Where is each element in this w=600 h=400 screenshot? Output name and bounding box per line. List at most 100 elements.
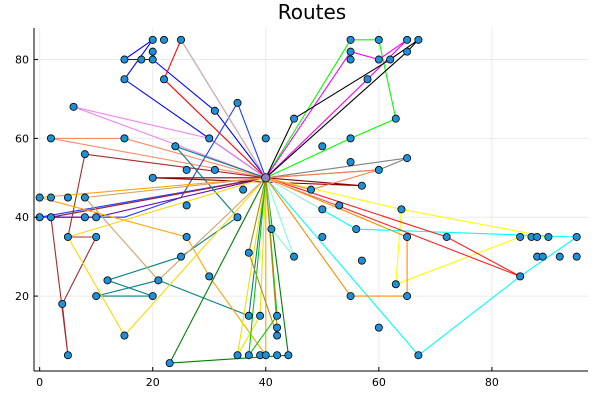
customer-point: [572, 252, 581, 261]
customer-point: [244, 248, 253, 257]
customer-points: [35, 35, 581, 368]
customer-point: [352, 225, 361, 234]
customer-point: [284, 351, 293, 360]
y-tick-label: 40: [15, 211, 29, 224]
customer-point: [346, 134, 355, 143]
customer-point: [233, 351, 242, 360]
customer-point: [538, 252, 547, 261]
route-line: [265, 169, 380, 191]
customer-point: [244, 351, 253, 360]
customer-point: [357, 256, 366, 265]
customer-point: [205, 272, 214, 281]
customer-point: [318, 205, 327, 214]
customer-point: [335, 201, 344, 210]
customer-point: [182, 201, 191, 210]
grid: [34, 28, 588, 371]
customer-point: [363, 75, 372, 84]
customer-point: [148, 47, 157, 56]
customer-point: [516, 272, 525, 281]
customer-point: [290, 252, 299, 261]
customer-point: [267, 225, 276, 234]
y-tick-label: 60: [15, 132, 29, 145]
x-tick-label: 40: [259, 376, 273, 389]
customer-point: [403, 154, 412, 163]
x-tick-label: 80: [485, 376, 499, 389]
customer-point: [165, 359, 174, 368]
customer-point: [92, 213, 101, 222]
customer-point: [210, 165, 219, 174]
customer-point: [92, 232, 101, 241]
customer-point: [414, 35, 423, 44]
customer-point: [386, 55, 395, 64]
customer-point: [154, 276, 163, 285]
route-line: [50, 153, 266, 356]
customer-point: [137, 55, 146, 64]
customer-point: [261, 134, 270, 143]
customer-point: [80, 150, 89, 159]
axes: 0 20 40 60 80 20 40 60 80: [15, 28, 588, 389]
route-lines: [39, 39, 578, 364]
customer-point: [120, 55, 129, 64]
x-tick-label: 20: [146, 376, 160, 389]
customer-point: [92, 292, 101, 301]
customer-point: [397, 205, 406, 214]
route-line: [265, 177, 295, 258]
customer-point: [171, 142, 180, 151]
customer-point: [176, 252, 185, 261]
customer-point: [160, 35, 169, 44]
customer-point: [120, 75, 129, 84]
customer-point: [205, 134, 214, 143]
depot-marker-layer: [261, 173, 271, 183]
customer-point: [290, 114, 299, 123]
customer-point: [273, 331, 282, 340]
customer-point: [148, 35, 157, 44]
route-line: [39, 177, 267, 356]
customer-point: [346, 47, 355, 56]
route-line: [152, 177, 363, 187]
customer-point: [374, 165, 383, 174]
customer-point: [69, 102, 78, 111]
x-tick-label: 0: [36, 376, 43, 389]
customer-point: [374, 323, 383, 332]
route-line: [84, 177, 267, 281]
customer-point: [544, 232, 553, 241]
customer-point: [374, 35, 383, 44]
customer-point: [233, 213, 242, 222]
customer-point: [182, 232, 191, 241]
route-line: [73, 106, 267, 179]
customer-point: [80, 193, 89, 202]
route-line: [95, 145, 267, 317]
depot-point: [261, 173, 271, 183]
customer-point: [148, 292, 157, 301]
route-line: [265, 39, 397, 179]
customer-point: [516, 232, 525, 241]
customer-point: [346, 158, 355, 167]
route-line: [265, 177, 578, 356]
customer-point: [403, 35, 412, 44]
customer-point: [244, 311, 253, 320]
customer-point: [46, 134, 55, 143]
customer-point: [572, 232, 581, 241]
customer-point: [63, 351, 72, 360]
y-tick-label: 80: [15, 54, 29, 67]
customer-point: [120, 331, 129, 340]
route-line: [265, 39, 419, 179]
customer-point: [210, 106, 219, 115]
y-tick-label: 20: [15, 290, 29, 303]
customer-point: [46, 213, 55, 222]
route-line: [67, 177, 267, 337]
customer-point: [391, 280, 400, 289]
customer-point: [346, 35, 355, 44]
customer-point: [148, 55, 157, 64]
customer-point: [346, 55, 355, 64]
customer-point: [357, 181, 366, 190]
customer-point: [273, 323, 282, 332]
customer-point: [148, 173, 157, 182]
x-tick-label: 60: [372, 376, 386, 389]
route-line: [50, 137, 266, 179]
customer-point: [374, 55, 383, 64]
customer-point: [403, 47, 412, 56]
customer-point: [403, 232, 412, 241]
